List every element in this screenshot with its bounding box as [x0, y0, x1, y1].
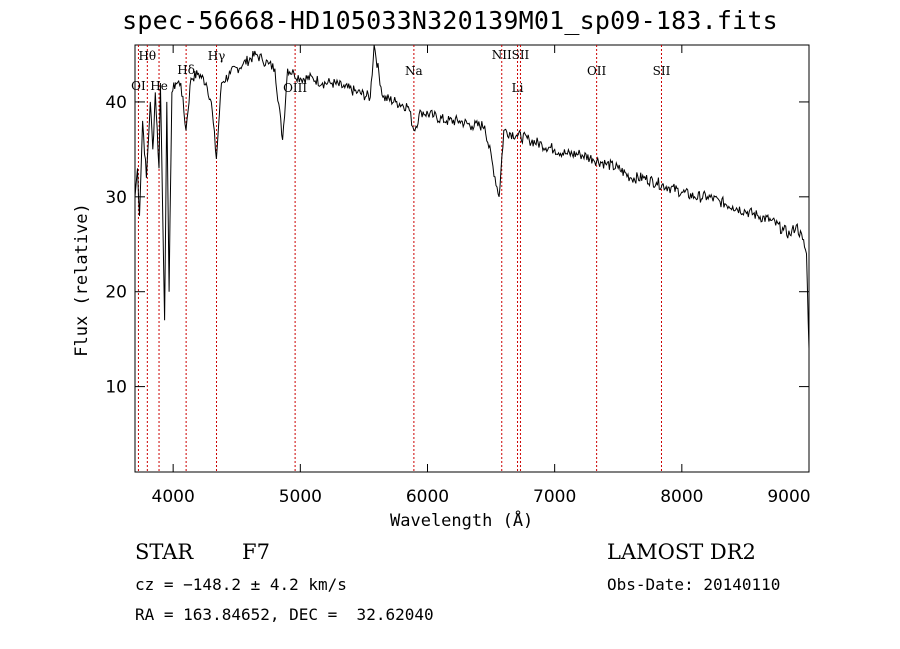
y-tick-label: 40	[105, 93, 127, 113]
y-axis-ticks: 10 20 30 40	[105, 93, 809, 398]
spectral-line-label: OII	[587, 64, 607, 78]
plot-frame	[134, 44, 810, 473]
y-axis-label: Flux (relative)	[72, 203, 92, 357]
x-tick-label: 5000	[279, 487, 322, 507]
x-axis-ticks: 4000 5000 6000 7000 8000 9000	[152, 45, 811, 507]
class-label: STAR	[135, 540, 194, 564]
spectral-line-label: SII	[512, 48, 530, 62]
spectrum-line	[134, 44, 810, 349]
spectral-line-label: Hγ	[208, 49, 226, 63]
obs-date-text: Obs-Date: 20140110	[607, 575, 781, 594]
x-tick-label: 8000	[660, 487, 703, 507]
spectral-line-label: OI	[131, 79, 146, 93]
spectral-line-label: Na	[405, 64, 423, 78]
y-tick-label: 30	[105, 188, 127, 208]
line-markers	[137, 45, 662, 472]
x-tick-label: 4000	[152, 487, 195, 507]
spectral-line-label: NII	[492, 48, 512, 62]
line-labels: OI Hθ He Hδ Hγ OIII Na NII Li SII OII SII	[131, 48, 670, 95]
chart-title: spec-56668-HD105033N320139M01_sp09-183.f…	[122, 6, 778, 35]
spectral-line-label: He	[150, 79, 168, 93]
x-tick-label: 9000	[767, 487, 810, 507]
spectral-line-label: Li	[512, 81, 524, 95]
survey-label: LAMOST DR2	[607, 540, 756, 564]
x-tick-label: 7000	[533, 487, 576, 507]
y-tick-label: 10	[105, 378, 127, 398]
spectral-line-label: OIII	[283, 81, 307, 95]
x-axis-label: Wavelength (Å)	[390, 511, 534, 531]
spectral-line-label: SII	[653, 64, 671, 78]
x-tick-label: 6000	[406, 487, 449, 507]
spectral-line-label: Hδ	[177, 63, 195, 77]
cz-text: cz = −148.2 ± 4.2 km/s	[135, 575, 347, 594]
spectral-line-label: Hθ	[138, 49, 156, 63]
subclass-label: F7	[242, 540, 270, 564]
radec-text: RA = 163.84652, DEC = 32.62040	[135, 605, 434, 624]
y-tick-label: 20	[105, 283, 127, 303]
